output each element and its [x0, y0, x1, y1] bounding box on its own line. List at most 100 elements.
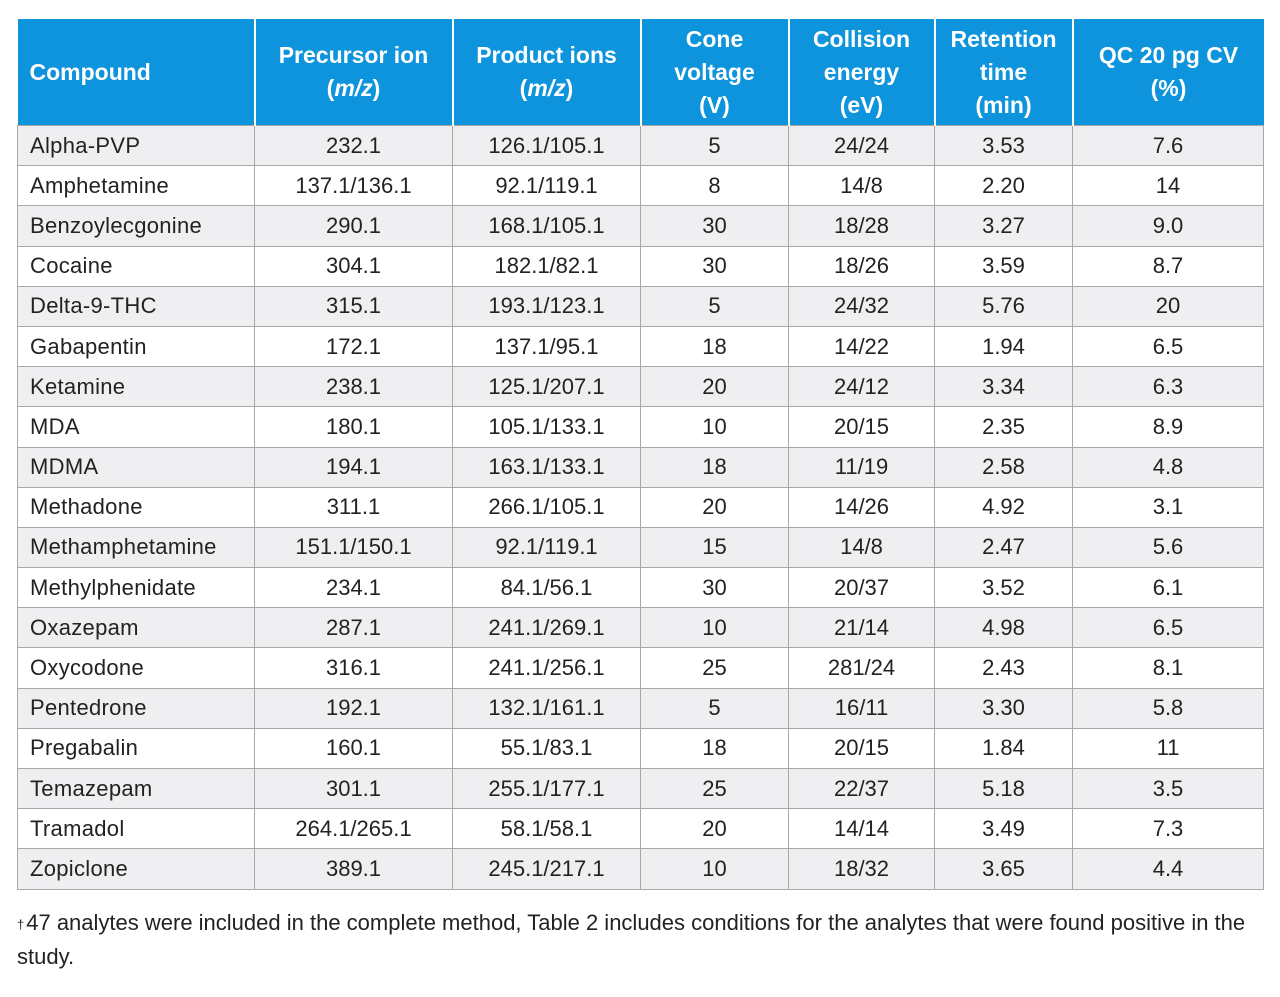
table-row: Methamphetamine 151.1/150.1 92.1/119.1 15 14…: [17, 526, 1264, 569]
cell-retention: 3.30: [934, 687, 1073, 729]
cell-collision: 18/26: [788, 245, 935, 287]
cell-compound: Cocaine: [17, 245, 255, 287]
cell-product: 241.1/269.1: [452, 607, 641, 649]
cell-cone: 20: [640, 808, 789, 850]
header-precursor-unit-line: (m/z): [264, 72, 444, 105]
header-retention-line1: Retention: [950, 25, 1057, 52]
table-row: Alpha-PVP 232.1 126.1/105.1 5 24/24 3.53 7.6: [17, 124, 1264, 167]
table-row: Zopiclone 389.1 245.1/217.1 10 18/32 3.65 4.4: [17, 848, 1264, 890]
cell-collision: 14/14: [788, 808, 935, 850]
cell-cone: 15: [640, 526, 789, 569]
table-row: Tramadol 264.1/265.1 58.1/58.1 20 14/14 3.49 7…: [17, 808, 1264, 850]
cell-cone: 18: [640, 325, 789, 368]
cell-compound: Alpha-PVP: [17, 124, 255, 167]
cell-product: 58.1/58.1: [452, 808, 641, 850]
cell-product: 92.1/119.1: [452, 165, 641, 207]
cell-compound: Ketamine: [17, 366, 255, 408]
cell-product: 266.1/105.1: [452, 486, 641, 528]
cell-retention: 2.47: [934, 526, 1073, 569]
table-row: Gabapentin 172.1 137.1/95.1 18 14/22 1.94 6.5: [17, 325, 1264, 368]
cell-cone: 10: [640, 607, 789, 649]
cell-product: 84.1/56.1: [452, 567, 641, 609]
header-collision-energy: Collision energy (eV): [788, 19, 936, 126]
cell-compound: Zopiclone: [17, 848, 255, 890]
cell-collision: 24/32: [788, 285, 935, 327]
cell-cone: 18: [640, 727, 789, 770]
table-row: Methylphenidate 234.1 84.1/56.1 30 20/37 3.52…: [17, 567, 1264, 609]
cell-cone: 30: [640, 205, 789, 247]
cell-retention: 3.27: [934, 205, 1073, 247]
cell-compound: Methylphenidate: [17, 567, 255, 609]
cell-precursor: 160.1: [254, 727, 453, 770]
cell-product: 137.1/95.1: [452, 325, 641, 368]
cell-collision: 20/37: [788, 567, 935, 609]
cell-retention: 3.59: [934, 245, 1073, 287]
header-collision-line3: (eV): [839, 91, 884, 118]
cell-qc: 6.5: [1072, 607, 1264, 649]
header-retention-line2: time: [979, 58, 1028, 85]
cell-product: 126.1/105.1: [452, 124, 641, 167]
cell-precursor: 311.1: [254, 486, 453, 528]
cell-collision: 20/15: [788, 727, 935, 770]
cell-cone: 25: [640, 647, 789, 689]
cell-retention: 3.53: [934, 124, 1073, 167]
cell-collision: 24/24: [788, 124, 935, 167]
cell-retention: 4.98: [934, 607, 1073, 649]
cell-precursor: 287.1: [254, 607, 453, 649]
header-cone-line2: voltage: [674, 58, 755, 85]
cell-qc: 14: [1072, 165, 1264, 207]
cell-precursor: 180.1: [254, 406, 453, 448]
header-collision-line2: energy: [823, 58, 900, 85]
cell-compound: Methamphetamine: [17, 526, 255, 569]
cell-collision: 14/8: [788, 165, 935, 207]
cell-retention: 3.34: [934, 366, 1073, 408]
table-row: Ketamine 238.1 125.1/207.1 20 24/12 3.34 6.3: [17, 366, 1264, 408]
cell-product: 193.1/123.1: [452, 285, 641, 327]
cell-precursor: 315.1: [254, 285, 453, 327]
cell-compound: Tramadol: [17, 808, 255, 850]
cell-precursor: 192.1: [254, 687, 453, 729]
cell-product: 92.1/119.1: [452, 526, 641, 569]
cell-compound: Pentedrone: [17, 687, 255, 729]
cell-precursor: 301.1: [254, 767, 453, 810]
header-product-paren-open: (: [519, 75, 528, 101]
header-retention-line3: (min): [975, 91, 1032, 118]
cell-retention: 2.43: [934, 647, 1073, 689]
header-precursor-label: Precursor ion: [278, 42, 429, 68]
cell-collision: 14/8: [788, 526, 935, 569]
header-precursor-paren-open: (: [326, 75, 335, 101]
cell-qc: 6.3: [1072, 366, 1264, 408]
cell-precursor: 316.1: [254, 647, 453, 689]
cell-retention: 1.84: [934, 727, 1073, 770]
header-qc-line2: (%): [1150, 75, 1187, 101]
cell-qc: 5.8: [1072, 687, 1264, 729]
cell-collision: 20/15: [788, 406, 935, 448]
header-precursor-paren-close: ): [372, 75, 381, 101]
table-row: Amphetamine 137.1/136.1 92.1/119.1 8 14/8 2.2…: [17, 165, 1264, 207]
cell-qc: 4.4: [1072, 848, 1264, 890]
cell-compound: Temazepam: [17, 767, 255, 810]
cell-retention: 2.58: [934, 446, 1073, 488]
cell-compound: Benzoylecgonine: [17, 205, 255, 247]
header-row: Compound Precursor ion (m/z) Product ion…: [17, 19, 1264, 126]
cell-retention: 2.35: [934, 406, 1073, 448]
cell-retention: 5.76: [934, 285, 1073, 327]
cell-precursor: 304.1: [254, 245, 453, 287]
header-cone-line3: (V): [699, 91, 730, 118]
cell-qc: 3.5: [1072, 767, 1264, 810]
footnote: †47 analytes were included in the comple…: [17, 906, 1263, 974]
header-precursor-unit: m/z: [334, 75, 373, 101]
cell-compound: MDMA: [17, 446, 255, 488]
cell-collision: 11/19: [788, 446, 935, 488]
cell-cone: 25: [640, 767, 789, 810]
cell-product: 55.1/83.1: [452, 727, 641, 770]
table-header: Compound Precursor ion (m/z) Product ion…: [17, 19, 1264, 126]
cell-qc: 7.3: [1072, 808, 1264, 850]
cell-product: 125.1/207.1: [452, 366, 641, 408]
cell-cone: 10: [640, 406, 789, 448]
table-row: Pregabalin 160.1 55.1/83.1 18 20/15 1.84 11: [17, 727, 1264, 770]
cell-collision: 18/32: [788, 848, 935, 890]
cell-precursor: 290.1: [254, 205, 453, 247]
header-collision-line1: Collision: [812, 25, 911, 52]
cell-cone: 30: [640, 245, 789, 287]
